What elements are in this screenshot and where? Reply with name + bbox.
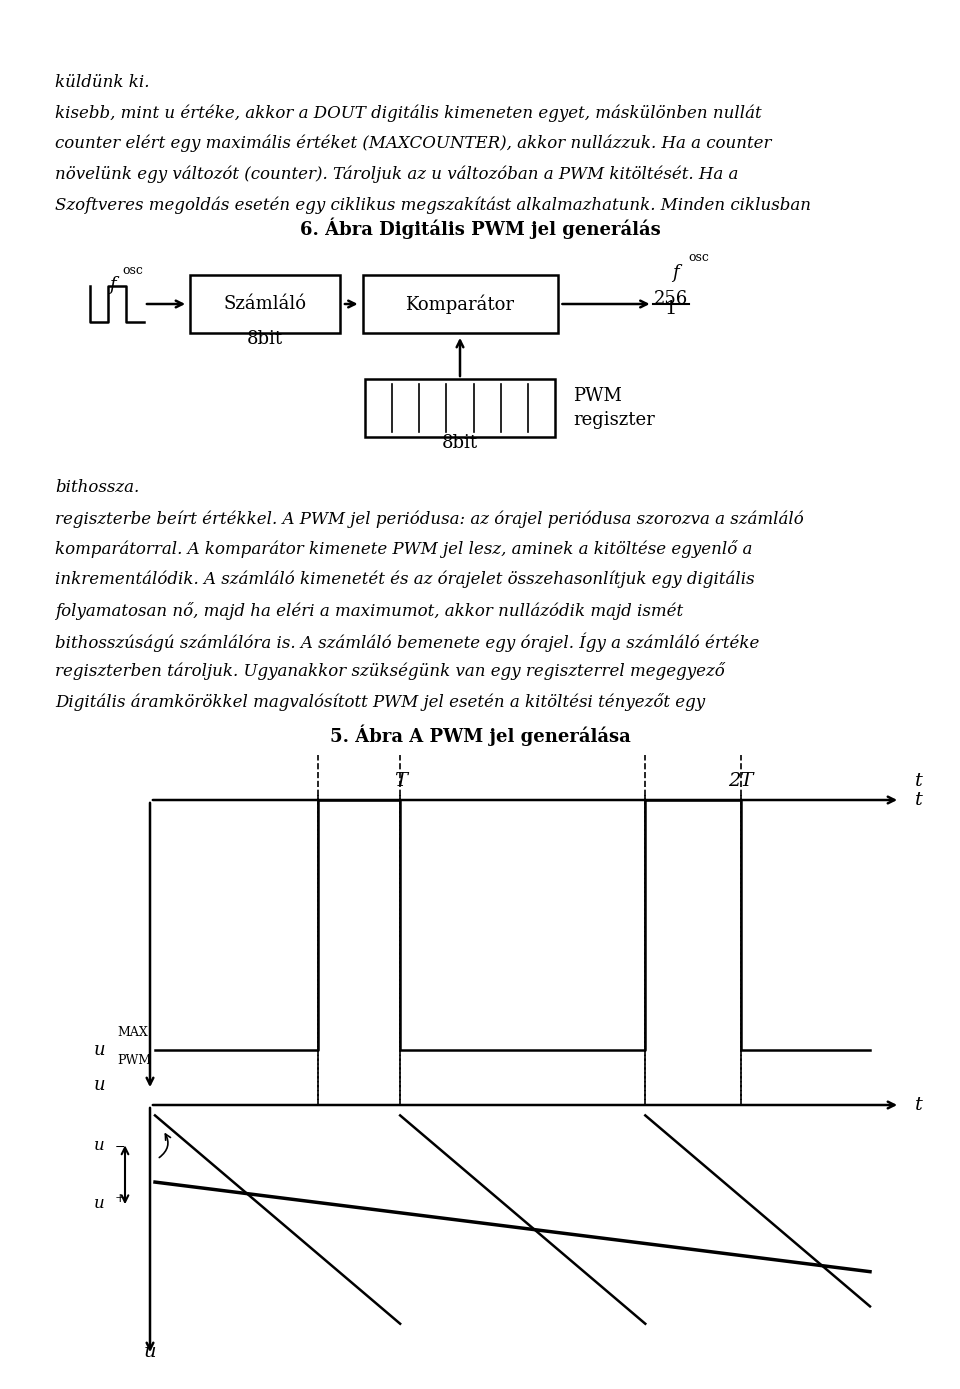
Text: Számláló: Számláló bbox=[224, 294, 306, 313]
Text: küldünk ki.: küldünk ki. bbox=[55, 74, 150, 92]
Text: Szoftveres megoldás esetén egy ciklikus megszakítást alkalmazhatunk. Minden cikl: Szoftveres megoldás esetén egy ciklikus … bbox=[55, 196, 811, 214]
Text: u: u bbox=[94, 1138, 105, 1154]
Text: komparátorral. A komparátor kimenete PWM jel lesz, aminek a kitöltése egyenlő a: komparátorral. A komparátor kimenete PWM… bbox=[55, 540, 753, 558]
Text: f: f bbox=[672, 264, 679, 282]
Text: PWM: PWM bbox=[117, 1053, 152, 1067]
Text: t: t bbox=[915, 772, 923, 790]
Text: regiszterben tároljuk. Ugyanakkor szükségünk van egy regiszterrel megegyező: regiszterben tároljuk. Ugyanakkor szüksé… bbox=[55, 663, 725, 681]
Text: regiszterbe beírt értékkel. A PWM jel periódusa: az órajel periódusa szorozva a : regiszterbe beírt értékkel. A PWM jel pe… bbox=[55, 510, 804, 528]
Text: Komparátor: Komparátor bbox=[405, 294, 515, 314]
Text: osc: osc bbox=[688, 251, 709, 264]
Text: 6. Ábra Digitális PWM jel generálás: 6. Ábra Digitális PWM jel generálás bbox=[300, 217, 660, 239]
Text: növelünk egy változót (counter). Tároljuk az u változóban a PWM kitöltését. Ha a: növelünk egy változót (counter). Tárolju… bbox=[55, 165, 738, 183]
Text: −: − bbox=[115, 1140, 126, 1153]
Text: t: t bbox=[915, 1096, 923, 1114]
Text: 8bit: 8bit bbox=[247, 331, 283, 349]
Text: 5. Ábra A PWM jel generálása: 5. Ábra A PWM jel generálása bbox=[329, 724, 631, 746]
Text: Digitális áramkörökkel magvalósított PWM jel esetén a kitöltési tényezőt egy: Digitális áramkörökkel magvalósított PWM… bbox=[55, 693, 706, 711]
Text: t: t bbox=[915, 790, 923, 808]
Text: 8bit: 8bit bbox=[442, 433, 478, 451]
Text: bithosszúságú számlálóra is. A számláló bemenete egy órajel. Így a számláló érté: bithosszúságú számlálóra is. A számláló … bbox=[55, 632, 759, 651]
Text: counter elért egy maximális értéket (MAXCOUNTER), akkor nullázzuk. Ha a counter: counter elért egy maximális értéket (MAX… bbox=[55, 135, 772, 153]
Text: MAX: MAX bbox=[117, 1025, 148, 1039]
Text: bithossza.: bithossza. bbox=[55, 479, 139, 496]
Text: u: u bbox=[94, 1195, 105, 1213]
Text: 2T: 2T bbox=[728, 772, 754, 790]
Text: 1: 1 bbox=[664, 300, 677, 318]
Text: u: u bbox=[93, 1076, 105, 1095]
Text: PWM
regiszter: PWM regiszter bbox=[573, 388, 655, 429]
Text: folyamatosan nő, majd ha eléri a maximumot, akkor nullázódik majd ismét: folyamatosan nő, majd ha eléri a maximum… bbox=[55, 601, 684, 619]
Text: 256: 256 bbox=[654, 290, 687, 308]
Text: u: u bbox=[144, 1343, 156, 1361]
Text: f: f bbox=[108, 276, 115, 294]
Text: u: u bbox=[93, 1040, 105, 1058]
Text: T: T bbox=[394, 772, 407, 790]
Text: osc: osc bbox=[122, 264, 143, 276]
Text: +: + bbox=[115, 1192, 126, 1206]
Text: kisebb, mint u értéke, akkor a DOUT digitális kimeneten egyet, máskülönben nullá: kisebb, mint u értéke, akkor a DOUT digi… bbox=[55, 104, 761, 122]
Text: inkrementálódik. A számláló kimenetét és az órajelet összehasonlítjuk egy digitá: inkrementálódik. A számláló kimenetét és… bbox=[55, 571, 755, 589]
